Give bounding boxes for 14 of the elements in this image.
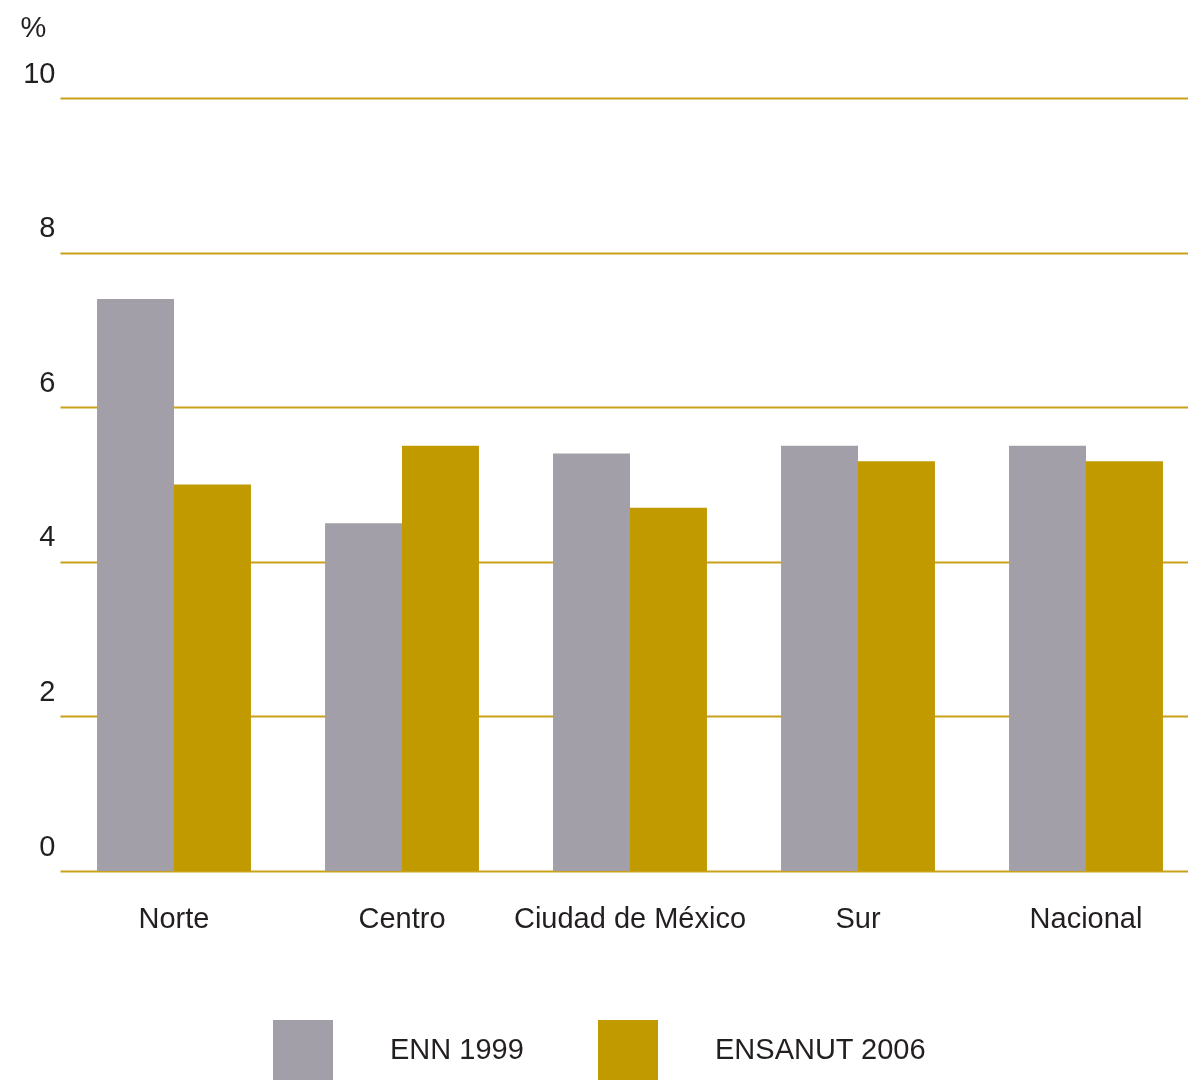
- y-tick-label: 0: [39, 829, 56, 862]
- legend-label: ENSANUT 2006: [715, 1033, 926, 1065]
- y-tick-label: 10: [23, 56, 56, 89]
- y-axis-title: %: [20, 10, 47, 43]
- x-tick-label: Norte: [138, 901, 210, 934]
- y-tick-label: 2: [39, 674, 56, 707]
- x-tick-label: Sur: [835, 901, 881, 934]
- y-tick-label: 6: [39, 365, 56, 398]
- y-tick-label: 8: [39, 211, 56, 244]
- legend-label: ENN 1999: [390, 1033, 524, 1065]
- x-tick-label: Ciudad de México: [513, 901, 747, 934]
- x-tick-label: Centro: [358, 901, 446, 934]
- x-tick-label: Nacional: [1029, 901, 1143, 934]
- y-tick-label: 4: [39, 520, 56, 553]
